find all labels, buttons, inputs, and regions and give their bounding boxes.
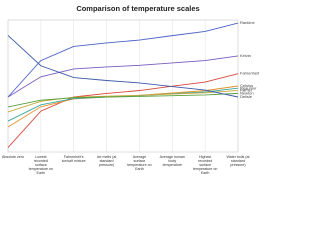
chart-title: Comparison of temperature scales	[76, 4, 199, 13]
series-line	[7, 92, 239, 108]
series-label: Fahrenheit	[240, 71, 260, 76]
x-tick-label: Water boils (at standard pressure)	[226, 155, 250, 167]
x-tick-label: Average surface temperature on Earth	[127, 155, 152, 171]
x-tick-label: Absolute zero	[2, 155, 24, 159]
x-tick-label: Highest recorded surface temperature on …	[192, 155, 218, 175]
series-line	[7, 89, 239, 113]
series-label: Rømer	[240, 87, 253, 92]
x-tick-label: Average human body temperature	[159, 155, 185, 167]
x-tick-label: Fahrenheit's ice/salt mixture	[61, 155, 86, 163]
series-label: Rankine	[240, 20, 255, 25]
series-label: Kelvin	[240, 53, 251, 58]
x-tick-label: Lowest recorded surface temperature on E…	[28, 155, 54, 175]
series-line	[7, 22, 239, 98]
x-tick-label: Ice melts (at standard pressure)	[96, 155, 117, 167]
chart: Comparison of temperature scales Rankine…	[7, 3, 261, 153]
series-label: Delisle	[240, 94, 253, 99]
series-label: Celsius	[240, 83, 253, 88]
page: Comparison of temperature scales Rankine…	[2, 3, 261, 175]
series-label: Newton	[240, 90, 254, 95]
series-label: Réaumur	[240, 85, 257, 90]
series-line	[7, 35, 239, 98]
series-line	[7, 55, 239, 98]
series-line	[7, 73, 239, 148]
